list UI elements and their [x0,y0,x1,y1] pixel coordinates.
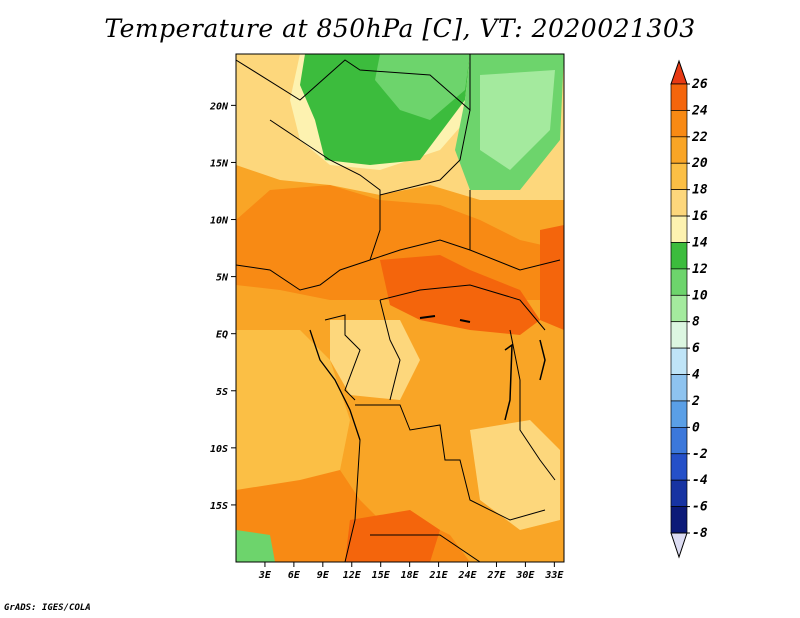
colorbar-swatch [670,162,688,190]
field-warm-24-east [540,225,564,330]
lon-tick-label: 6E [288,570,301,581]
lon-tick-label: 33E [544,570,564,581]
border-sudan-south [469,190,561,271]
lon-tick-label: 9E [317,570,330,581]
field-southeast-16-18 [470,420,560,530]
colorbar-swatch [670,374,688,402]
border-gabon [324,314,361,401]
colorbar-swatch [670,215,688,243]
colorbar-label: 14 [692,235,708,250]
map-frame [235,53,565,563]
colorbar-swatch [670,506,688,534]
colorbar-label: 20 [691,156,708,171]
latitude-axis: 20N 15N 10N 5N EQ 5S 10S 15S [209,101,236,512]
colorbar-swatch [670,83,688,111]
colorbar-label: 18 [692,183,708,198]
coastline-west [309,329,361,441]
field-south-24-26 [345,510,440,562]
colorbar-label: 24 [691,103,708,118]
colorbar-swatch [670,321,688,349]
lat-tick-label: 5S [216,387,228,398]
colorbar-swatch [670,294,688,323]
colorbar-swatch [670,453,688,481]
colorbar-label: -2 [692,447,708,462]
colorbar-label: 26 [691,77,708,92]
field-warm-22-24-north [236,185,564,300]
colorbar-swatch [670,268,688,296]
colorbar-top-triangle [670,59,688,85]
colorbar-swatch [670,136,688,164]
colorbar-bottom-triangle [670,532,688,559]
border-coast-north [236,239,471,291]
country-borders [236,54,561,562]
colorbar-swatch [670,427,688,455]
lon-tick-label: 18E [401,570,420,581]
lon-tick-label: 21E [429,570,449,581]
colorbar-label: 4 [692,368,700,383]
colorbar-swatch [670,479,688,507]
colorbar-label: 22 [691,130,708,145]
lon-tick-label: 15E [372,570,391,581]
lon-tick-label: 12E [343,570,362,581]
lon-tick-label: 27E [486,570,506,581]
field-cool-10-12 [375,54,470,120]
colorbar-label: 12 [692,262,708,277]
colorbar-swatch [670,189,688,217]
field-gabon-16-18 [330,320,420,400]
colorbar-label: 8 [692,315,700,330]
field-warm-24-26-center [380,255,540,335]
lat-tick-label: 5N [216,273,229,284]
lon-tick-label: 3E [258,570,272,581]
colorbar-swatch [670,110,688,138]
colorbar-label: 2 [691,394,700,409]
colorbar-label: 16 [692,209,708,224]
colorbar-label: 6 [692,341,700,356]
colorbar-label: 0 [692,420,700,435]
colorbar-label: -4 [692,473,708,488]
colorbar-swatch [670,347,688,375]
lon-tick-label: 30E [515,570,535,581]
lat-tick-label: 10S [210,444,228,455]
lat-tick-label: 10N [210,216,229,227]
colorbar-swatch [670,242,688,270]
longitude-axis: 3E 6E 9E 12E 15E 18E 21E 24E 27E 30E 33E [258,562,564,581]
field-east-cool-8-10 [480,70,555,170]
lat-tick-label: 15S [210,501,228,512]
chart-title: Temperature at 850hPa [C], VT: 202002130… [104,14,696,43]
colorbar-label: -6 [692,500,708,515]
border-east [509,329,556,481]
lat-tick-label: 20N [209,101,229,112]
colorbar-label: 10 [692,288,708,303]
lake-victoria-outline [504,339,546,421]
lat-tick-label: EQ [216,330,228,341]
border-congo [379,299,401,401]
grads-credit: GrADS: IGES/COLA [4,603,91,613]
border-angola-drc [355,404,546,521]
field-southwest-cool [236,530,275,562]
colorbar-swatch [670,400,688,428]
border-nigeria-chad [269,119,381,261]
border-angola-west [344,439,361,562]
lake-marks [419,315,471,323]
temperature-field [236,54,564,562]
lon-tick-label: 24E [457,570,477,581]
lat-tick-label: 15N [210,158,229,169]
border-car-drc [379,284,546,331]
border-chad-sudan [379,109,471,196]
colorbar-label: -8 [692,526,708,541]
border-namibia [370,534,481,562]
